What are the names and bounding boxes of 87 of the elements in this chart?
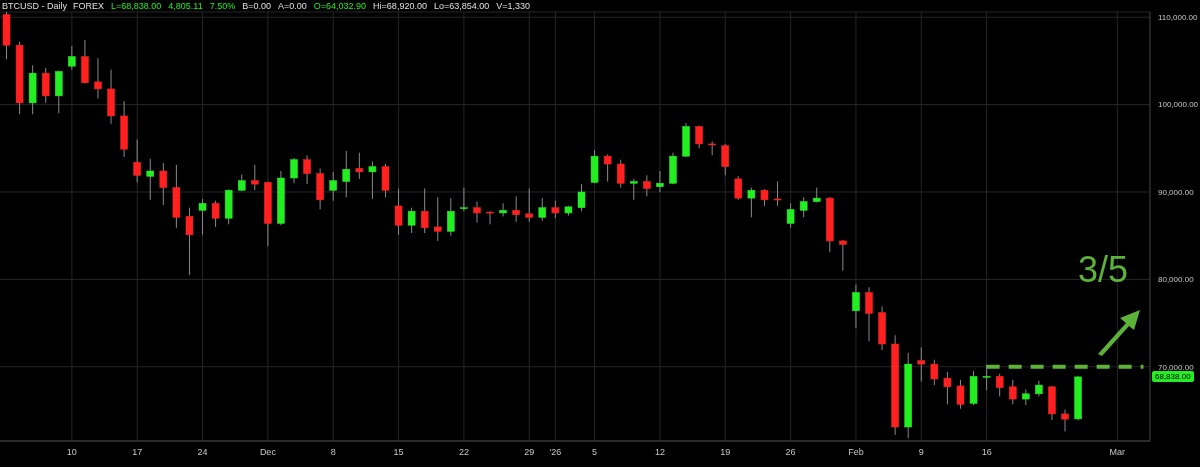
- candlestick: [251, 164, 259, 191]
- candlestick: [329, 171, 337, 202]
- candlestick: [290, 157, 298, 184]
- candlestick: [917, 347, 926, 383]
- candlestick: [420, 187, 429, 234]
- x-tick-label: 24: [197, 447, 208, 458]
- text: 4,805.11: [168, 1, 203, 11]
- x-tick-label: Mar: [1109, 447, 1126, 458]
- x-tick-label: 10: [66, 447, 77, 458]
- text: V=1,330: [496, 1, 530, 11]
- x-tick-label: 9: [918, 447, 924, 458]
- candlestick: [643, 174, 651, 197]
- x-tick-label: 29: [524, 447, 535, 458]
- candlestick: [656, 170, 664, 193]
- candlestick: [956, 379, 965, 410]
- candlestick: [460, 187, 468, 212]
- text: Hi=68,920.00: [373, 1, 427, 11]
- candlestick: [159, 162, 168, 206]
- candlestick: [133, 139, 141, 183]
- y-tick-label: 100,000.00: [1158, 100, 1199, 110]
- x-tick-label: 17: [132, 447, 143, 458]
- candlestick: [538, 197, 547, 222]
- candlestick: [381, 163, 390, 198]
- y-tick-label: 90,000.00: [1158, 187, 1195, 197]
- candlestick: [368, 160, 377, 200]
- candlestick: [211, 200, 220, 228]
- x-tick-label: 5: [592, 447, 598, 458]
- candlestick: [407, 207, 416, 234]
- candlestick: [839, 239, 847, 272]
- candlestick: [865, 286, 873, 342]
- candlestick: [734, 175, 743, 201]
- y-tick-label: 70,000.00: [1158, 362, 1195, 372]
- candlestick: [630, 178, 638, 201]
- candlestick: [499, 202, 507, 217]
- text: A=0.00: [278, 1, 307, 11]
- candlestick: [447, 197, 455, 237]
- text: O=64,032.90: [313, 1, 367, 11]
- candlestick: [198, 198, 207, 236]
- text: 68,838.00: [1152, 370, 1194, 382]
- candlestick: [930, 359, 939, 386]
- candlestick: [525, 187, 533, 223]
- x-tick-label: 26: [785, 447, 796, 458]
- candlestick: [982, 364, 991, 391]
- x-tick-label: 8: [330, 447, 336, 458]
- candlestick: [1009, 379, 1017, 405]
- candlestick: [303, 154, 311, 185]
- x-tick-label: 22: [458, 447, 469, 458]
- candlestick: [355, 152, 364, 180]
- candlestick: [1061, 409, 1069, 432]
- candlestick: [512, 195, 520, 223]
- candlestick: [146, 158, 154, 201]
- candlestick: [486, 210, 494, 225]
- x-tick-label: '26: [549, 447, 562, 458]
- candlestick: [434, 196, 442, 242]
- x-tick-label: 12: [654, 447, 665, 458]
- annotation: 3/5: [1078, 249, 1129, 290]
- x-tick-label: 16: [981, 447, 992, 458]
- y-tick-label: 80,000.00: [1158, 275, 1195, 285]
- x-tick-label: 15: [393, 447, 404, 458]
- chart-title: BTCUSD - Daily: [2, 1, 68, 11]
- candlestick: [41, 67, 50, 104]
- candlestick: [943, 371, 952, 405]
- text: 7.50%: [209, 1, 236, 11]
- candlestick: [394, 187, 403, 236]
- y-tick-label: 110,000.00: [1158, 13, 1198, 23]
- x-tick-label: Dec: [259, 447, 277, 458]
- candlestick: [616, 159, 625, 189]
- candlestick: [747, 187, 756, 218]
- text: L=68,838.00: [111, 1, 162, 11]
- candlestick: [773, 181, 782, 207]
- candlestick: [94, 57, 102, 99]
- candlestick: [995, 373, 1004, 397]
- candlestick: [473, 201, 481, 224]
- candlestick: [786, 202, 795, 229]
- chart-subtitle: FOREX: [73, 1, 105, 11]
- candlestick: [852, 284, 860, 329]
- x-tick-label: 19: [720, 447, 731, 458]
- candlestick: [603, 153, 612, 182]
- candlestick: [721, 143, 729, 176]
- candlestick: [577, 183, 586, 212]
- candlestick: [799, 196, 808, 218]
- candlestick: [342, 150, 351, 198]
- candlestick: [185, 207, 194, 276]
- text: Lo=63,854.00: [433, 1, 490, 11]
- text: B=0.00: [242, 1, 272, 11]
- candlestick: [68, 45, 76, 71]
- x-tick-label: Feb: [848, 447, 864, 458]
